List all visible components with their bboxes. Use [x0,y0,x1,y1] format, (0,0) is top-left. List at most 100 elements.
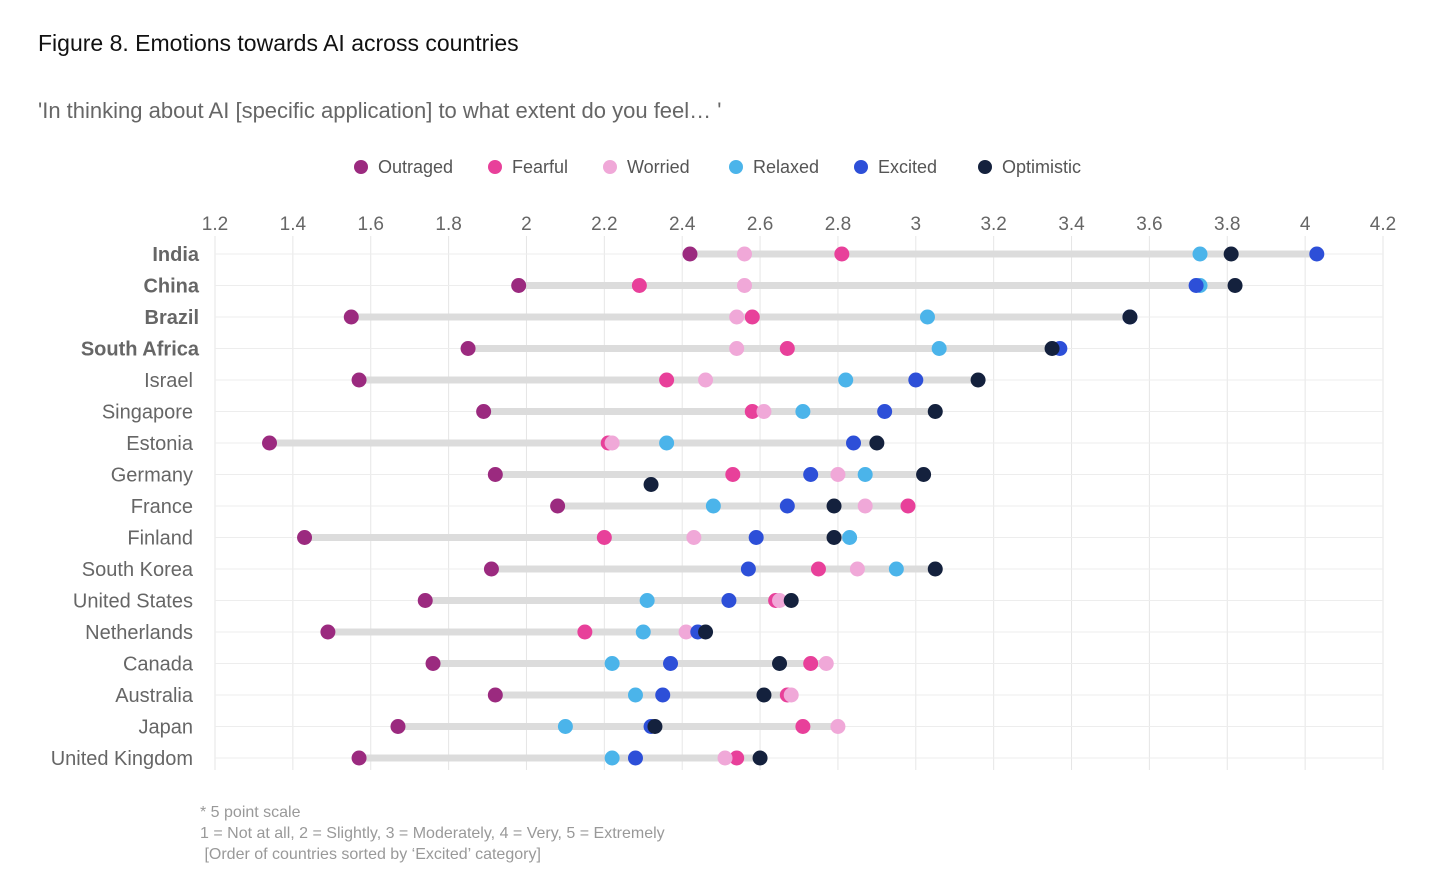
point-excited [803,467,819,482]
point-outraged [417,593,433,608]
point-excited [627,750,643,766]
point-outraged [343,309,359,325]
point-outraged [682,246,698,262]
point-worried [783,687,799,703]
x-tick-label: 4 [1300,214,1311,235]
category-label: China [143,276,199,298]
point-excited [655,687,671,703]
x-tick-label: 2.4 [669,214,696,235]
legend-swatch [729,160,743,174]
point-relaxed [627,687,643,703]
category-label: United Kingdom [51,748,193,770]
point-worried [736,246,752,262]
point-excited [908,372,924,388]
dot-range-chart: 1.2 1.4 1.6 1.8 2 2.2 2.4 2.6 2.8 3 3.2 3.4 3.6 3.8 4 4… [51,214,1396,770]
x-tick-label: 1.4 [280,214,307,235]
point-optimistic [927,561,943,577]
point-relaxed [842,530,858,545]
point-relaxed [635,624,651,640]
point-worried [830,719,846,734]
point-relaxed [604,656,620,671]
point-optimistic [783,593,799,608]
point-fearful [834,246,850,262]
x-tick-label: 1.6 [358,214,384,235]
point-excited [877,404,893,419]
x-tick-label: 3 [911,214,922,235]
point-outraged [351,750,367,766]
legend-swatch [978,160,992,174]
x-tick-label: 1.2 [202,214,228,235]
point-worried [604,435,620,451]
point-fearful [810,561,826,577]
point-relaxed [919,309,935,325]
legend-swatch [854,160,868,174]
point-excited [846,435,862,451]
point-excited [721,593,737,608]
category-label: South Africa [81,339,200,361]
point-relaxed [1192,246,1208,262]
point-optimistic [752,750,768,766]
point-excited [663,656,679,671]
point-worried [736,278,752,293]
point-optimistic [772,656,788,671]
legend-item-relaxed: Relaxed [729,152,819,182]
legend-swatch [603,160,617,174]
legend-item-fearful: Fearful [488,152,568,182]
point-fearful [779,341,795,356]
point-worried [717,750,733,766]
point-optimistic [756,687,772,703]
x-tick-label: 3.4 [1058,214,1085,235]
point-fearful [729,750,745,766]
point-optimistic [698,624,714,640]
point-relaxed [557,719,573,734]
point-fearful [803,656,819,671]
point-optimistic [1227,278,1243,293]
point-fearful [596,530,612,545]
point-worried [756,404,772,419]
legend-label: Optimistic [1002,156,1082,177]
point-excited [779,498,795,514]
chart-subtitle: 'In thinking about AI [specific applicat… [38,98,722,123]
point-worried [698,372,714,388]
legend-label: Excited [878,156,938,177]
point-excited [748,530,764,545]
note-line-1: * 5 point scale [200,804,301,821]
legend-item-excited: Excited [854,152,937,182]
category-label: Finland [127,528,193,550]
category-label: Estonia [126,433,194,455]
category-label: Australia [115,685,194,707]
point-optimistic [1223,246,1239,262]
point-relaxed [604,750,620,766]
point-relaxed [639,593,655,608]
point-optimistic [1122,309,1138,325]
point-excited [1309,246,1325,262]
point-optimistic [647,719,663,734]
point-outraged [390,719,406,734]
category-label: France [131,496,193,518]
point-worried [729,309,745,325]
point-outraged [425,656,441,671]
category-label: Netherlands [85,622,193,644]
point-outraged [487,687,503,703]
point-fearful [795,719,811,734]
point-relaxed [838,372,854,388]
x-tick-label: 1.8 [435,214,461,235]
x-tick-label: 3.6 [1136,214,1162,235]
category-label: Singapore [102,402,193,424]
point-optimistic [970,372,986,388]
category-label: Japan [139,717,194,739]
point-outraged [262,435,278,451]
x-tick-label: 2.2 [591,214,617,235]
point-fearful [744,309,760,325]
point-relaxed [705,498,721,514]
point-optimistic [916,467,932,482]
legend-swatch [488,160,502,174]
legend-item-worried: Worried [603,152,690,182]
note-line-2: 1 = Not at all, 2 = Slightly, 3 = Modera… [200,825,665,842]
point-outraged [483,561,499,577]
legend-label: Fearful [512,156,569,177]
x-tick-label: 2 [521,214,532,235]
point-outraged [351,372,367,388]
point-fearful [725,467,741,482]
category-label: United States [73,591,193,613]
